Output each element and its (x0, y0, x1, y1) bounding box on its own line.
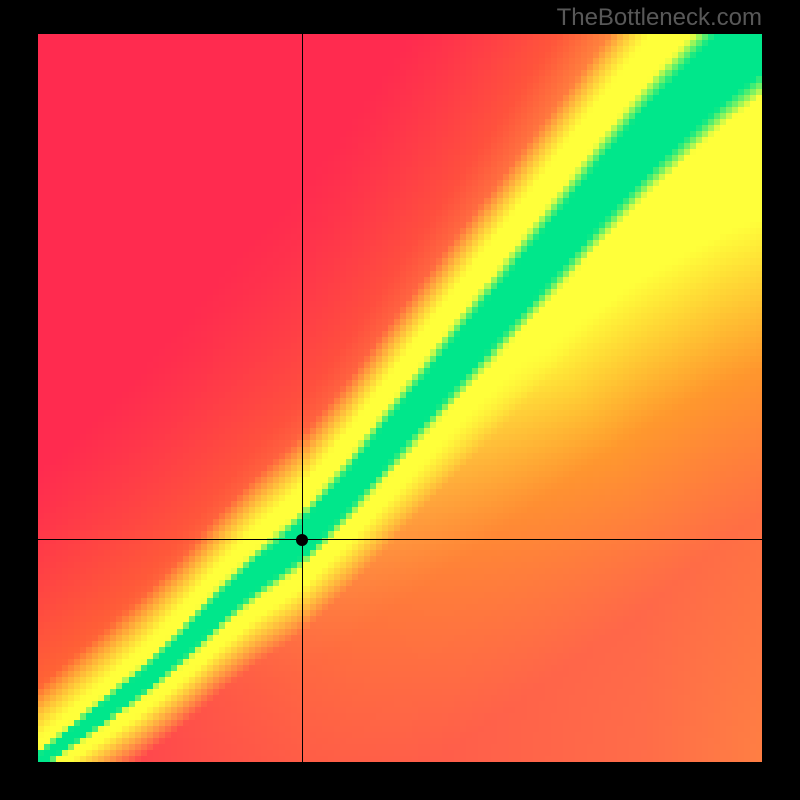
chart-container: TheBottleneck.com (0, 0, 800, 800)
crosshair-vertical (302, 34, 303, 762)
watermark-text: TheBottleneck.com (557, 4, 762, 32)
crosshair-horizontal (38, 539, 762, 540)
bottleneck-heatmap (38, 34, 762, 762)
